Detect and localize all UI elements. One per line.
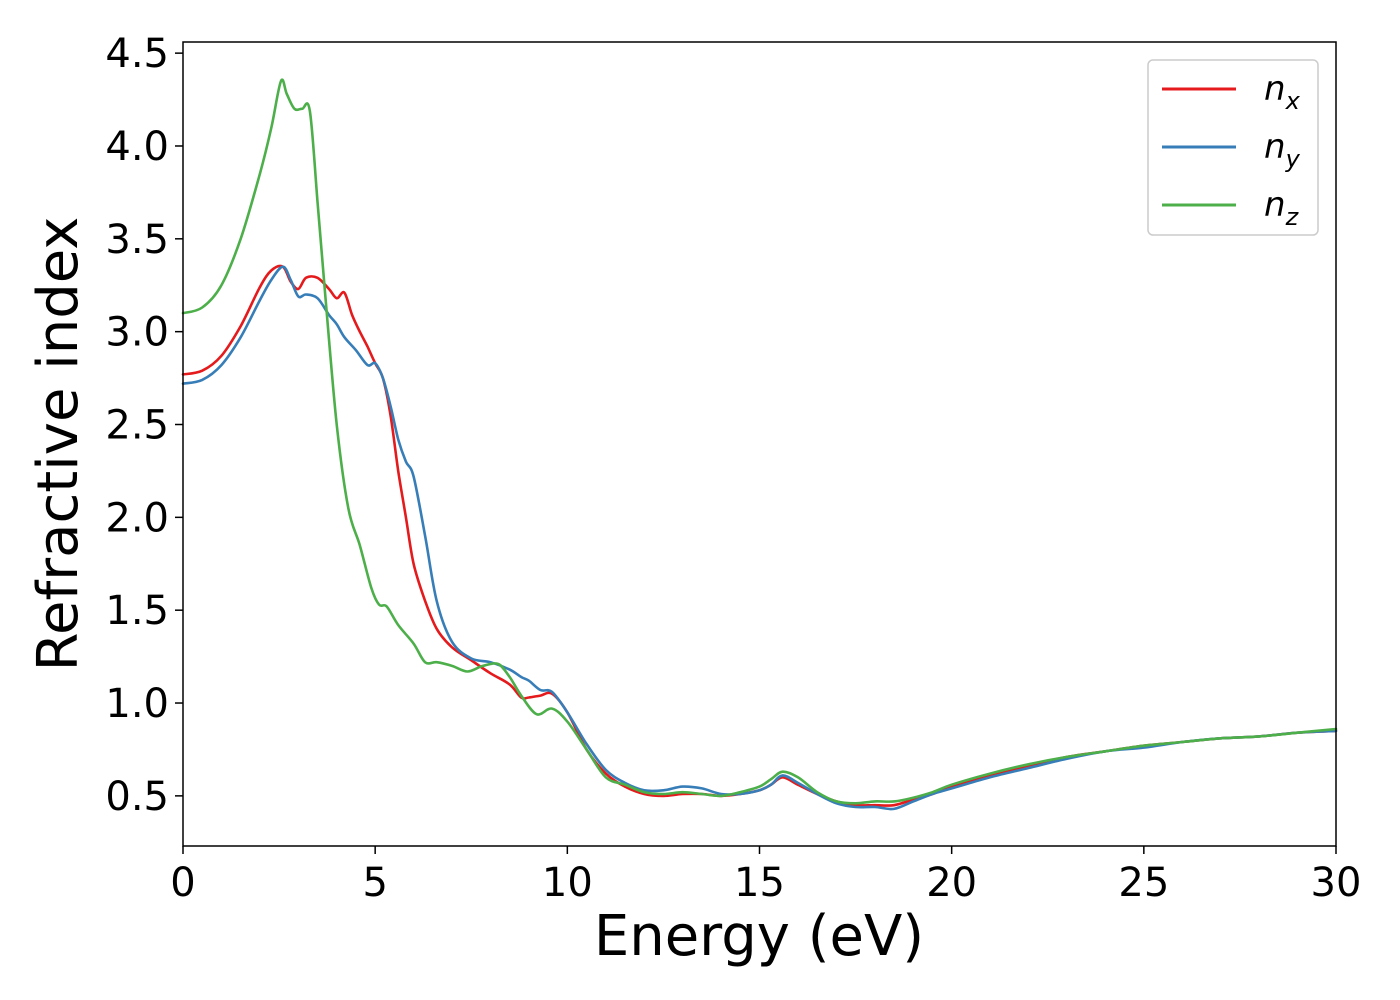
x-axis-ticks: 0 5 10 15 20 25 30	[170, 846, 1361, 906]
y-tick-label: 0.5	[105, 774, 169, 820]
legend-label-x: nx	[1264, 69, 1301, 115]
legend-label-z: nz	[1264, 185, 1300, 231]
y-tick-label: 2.0	[105, 495, 169, 541]
y-axis-ticks: 0.5 1.0 1.5 2.0 2.5 3.0 3.5 4.0 4.5	[105, 31, 183, 820]
y-tick-label: 1.5	[105, 588, 169, 634]
series-line-z	[181, 78, 1338, 805]
y-tick-label: 3.0	[105, 310, 169, 356]
y-tick-label: 1.0	[105, 681, 169, 727]
y-axis-title: Refractive index	[26, 217, 91, 672]
legend-entries: nx ny nz	[1162, 69, 1301, 231]
x-tick-label: 15	[734, 860, 785, 906]
x-tick-label: 0	[170, 860, 195, 906]
x-tick-label: 10	[542, 860, 593, 906]
legend: nx ny nz	[1147, 59, 1319, 236]
series-layer	[181, 78, 1338, 811]
x-tick-label: 25	[1118, 860, 1169, 906]
y-tick-label: 4.5	[105, 31, 169, 77]
y-tick-label: 4.0	[105, 124, 169, 170]
series-line-y	[181, 265, 1338, 811]
legend-label-y: ny	[1264, 127, 1301, 173]
x-tick-label: 20	[926, 860, 977, 906]
x-tick-label: 5	[362, 860, 387, 906]
x-axis-title: Energy (eV)	[594, 904, 924, 969]
y-tick-label: 3.5	[105, 217, 169, 263]
y-tick-label: 2.5	[105, 403, 169, 449]
x-tick-label: 30	[1311, 860, 1362, 906]
